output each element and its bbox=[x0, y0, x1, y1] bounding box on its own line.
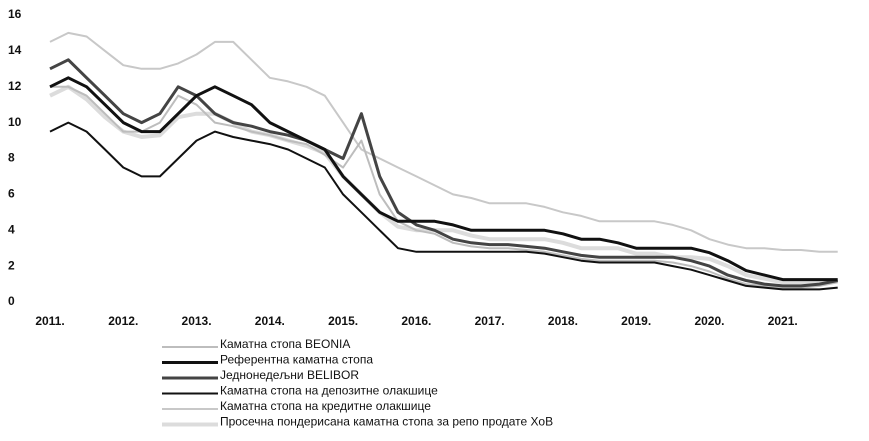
legend-label: Каматна стопа BEONIA bbox=[220, 337, 350, 351]
series-line bbox=[49, 121, 838, 291]
legend-label: Каматна стопа на кредитне олакшице bbox=[220, 399, 431, 413]
series-line bbox=[49, 84, 838, 285]
x-tick-label: 2011. bbox=[35, 314, 64, 328]
legend-label: Једнонедељни BELIBOR bbox=[220, 368, 359, 382]
y-tick-label: 12 bbox=[8, 79, 22, 93]
y-tick-label: 16 bbox=[8, 7, 22, 21]
series-line bbox=[49, 31, 838, 253]
x-tick-label: 2016. bbox=[401, 314, 431, 328]
x-tick-label: 2021. bbox=[768, 314, 798, 328]
y-tick-label: 4 bbox=[8, 222, 15, 236]
x-tick-label: 2019. bbox=[621, 314, 651, 328]
legend-label: Каматна стопа на депозитне олакшице bbox=[220, 384, 438, 398]
series-line bbox=[50, 85, 838, 289]
x-tick-label: 2018. bbox=[548, 314, 578, 328]
y-tick-label: 2 bbox=[8, 258, 15, 272]
x-tick-label: 2012. bbox=[108, 314, 138, 328]
legend-label: Референтна каматна стопа bbox=[220, 353, 373, 367]
y-tick-label: 14 bbox=[8, 43, 22, 57]
x-tick-label: 2015. bbox=[328, 314, 358, 328]
x-tick-label: 2014. bbox=[255, 314, 285, 328]
y-tick-label: 10 bbox=[8, 115, 22, 129]
y-tick-label: 0 bbox=[8, 294, 15, 308]
y-tick-label: 8 bbox=[8, 151, 15, 165]
x-tick-label: 2020. bbox=[694, 314, 724, 328]
x-tick-label: 2017. bbox=[475, 314, 505, 328]
series-line bbox=[49, 58, 838, 288]
legend-label: Просечна пондерисана каматна стопа за ре… bbox=[220, 415, 553, 429]
series-line bbox=[49, 76, 838, 282]
x-tick-label: 2013. bbox=[182, 314, 212, 328]
y-tick-label: 6 bbox=[8, 187, 15, 201]
